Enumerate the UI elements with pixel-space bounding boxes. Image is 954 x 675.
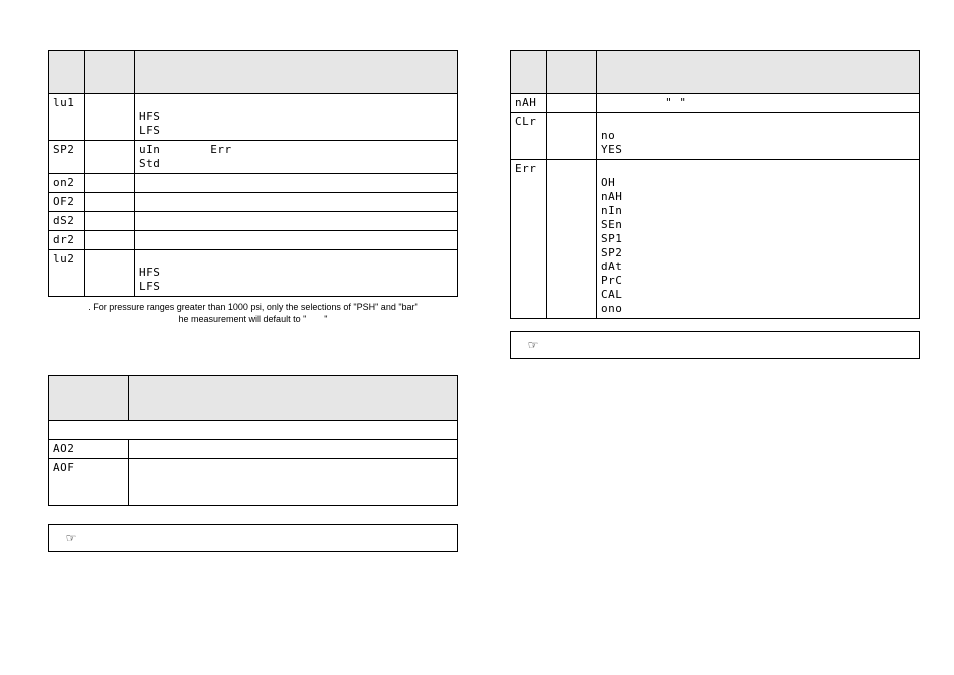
table-cell — [129, 459, 458, 506]
table-cell: SP2 — [49, 141, 85, 174]
table-cell — [547, 94, 597, 113]
table-cell — [547, 113, 597, 160]
table-header-cell — [547, 51, 597, 94]
table-header-cell — [597, 51, 920, 94]
right-note: ☞ — [510, 331, 920, 359]
table-cell: noYES — [597, 113, 920, 160]
table-cell — [85, 193, 135, 212]
table-cell — [135, 231, 458, 250]
note-body — [555, 332, 919, 358]
table-cell — [135, 174, 458, 193]
note-icon: ☞ — [511, 332, 555, 358]
table-cell: HFSLFS — [135, 250, 458, 297]
left-caption: . For pressure ranges greater than 1000 … — [48, 297, 458, 325]
table-header-cell — [511, 51, 547, 94]
note-body — [93, 525, 457, 551]
right-column: nAH " " CLr noYES Err OHnAHnInSEnSP1SP2dAtPr… — [510, 50, 920, 359]
table-cell: uIn ErrStd — [135, 141, 458, 174]
table-header-cell — [49, 376, 129, 421]
table-cell — [85, 94, 135, 141]
table-cell — [135, 212, 458, 231]
table-cell: Err — [511, 160, 547, 319]
table-cell — [85, 212, 135, 231]
right-table-1: nAH " " CLr noYES Err OHnAHnInSEnSP1SP2dAtPr… — [510, 50, 920, 319]
table-cell: OF2 — [49, 193, 85, 212]
table-cell: OHnAHnInSEnSP1SP2dAtPrCCALono — [597, 160, 920, 319]
table-cell: nAH — [511, 94, 547, 113]
table-cell — [129, 440, 458, 459]
table-cell — [135, 193, 458, 212]
left-table-2: AO2AOF — [48, 375, 458, 506]
table-cell: " " — [597, 94, 920, 113]
table-cell: CLr — [511, 113, 547, 160]
left-column: lu1 HFSLFS SP2 uIn ErrStd on2OF2dS2dr2lu2 HFS… — [48, 50, 458, 552]
table-cell: lu2 — [49, 250, 85, 297]
table-cell — [85, 250, 135, 297]
table-header-cell — [49, 51, 85, 94]
note-icon: ☞ — [49, 525, 93, 551]
table-header-cell — [135, 51, 458, 94]
table-full-row — [49, 421, 458, 440]
table-cell: dr2 — [49, 231, 85, 250]
table-cell: HFSLFS — [135, 94, 458, 141]
table-cell: dS2 — [49, 212, 85, 231]
table-cell — [85, 174, 135, 193]
table-cell — [85, 141, 135, 174]
table-cell — [85, 231, 135, 250]
left-table-1: lu1 HFSLFS SP2 uIn ErrStd on2OF2dS2dr2lu2 HFS… — [48, 50, 458, 297]
table-cell: AO2 — [49, 440, 129, 459]
table-header-cell — [85, 51, 135, 94]
table-cell — [547, 160, 597, 319]
table-cell: AOF — [49, 459, 129, 506]
table-cell: on2 — [49, 174, 85, 193]
table-header-cell — [129, 376, 458, 421]
left-note: ☞ — [48, 524, 458, 552]
table-cell: lu1 — [49, 94, 85, 141]
